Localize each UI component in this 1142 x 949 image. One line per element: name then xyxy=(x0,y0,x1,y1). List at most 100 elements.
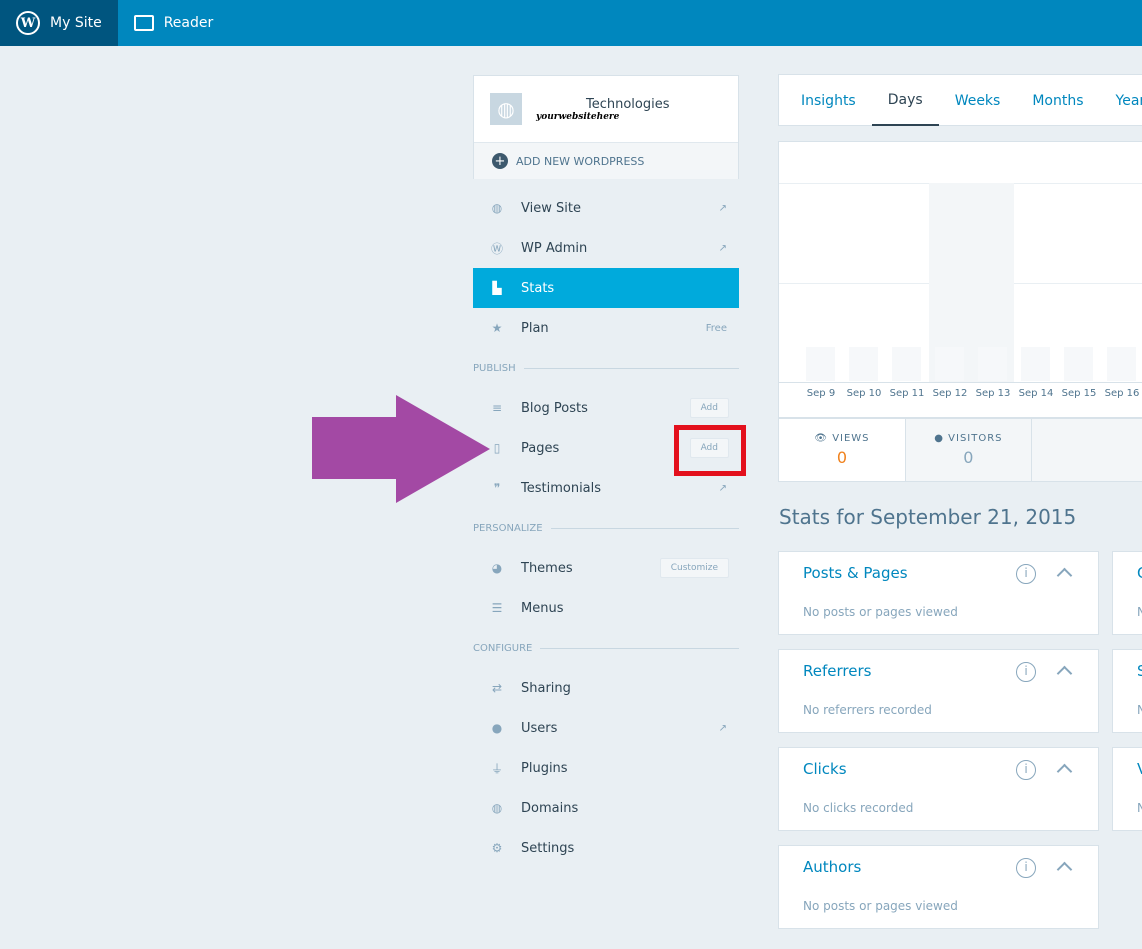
themes-icon: ◕ xyxy=(491,561,503,575)
sidebar-item-pages[interactable]: ▯ Pages Add xyxy=(473,428,739,468)
likes-tab[interactable] xyxy=(1030,419,1142,481)
add-page-button[interactable]: Add xyxy=(689,438,729,458)
module-title[interactable]: Clicks xyxy=(803,760,847,778)
module-title[interactable]: S xyxy=(1137,662,1142,680)
site-card: ◍ Technologies yourwebsitehere + ADD NEW … xyxy=(473,75,739,179)
sidebar-item-wp-admin[interactable]: Ⓦ WP Admin ↗ xyxy=(473,228,739,268)
section-personalize: PERSONALIZE xyxy=(473,508,739,548)
sidebar-item-settings[interactable]: ⚙ Settings xyxy=(473,828,739,868)
sidebar-item-domains[interactable]: ◍ Domains xyxy=(473,788,739,828)
tab-insights[interactable]: Insights xyxy=(801,92,856,109)
globe-icon: ◍ xyxy=(491,201,503,215)
add-new-wordpress-button[interactable]: + ADD NEW WORDPRESS xyxy=(474,142,738,179)
tab-weeks[interactable]: Weeks xyxy=(954,92,1001,109)
customize-button[interactable]: Customize xyxy=(659,558,729,578)
sidebar-item-plan[interactable]: ★ Plan Free xyxy=(473,308,739,348)
external-link-icon: ↗ xyxy=(718,242,727,254)
globe-icon: ◍ xyxy=(491,801,503,815)
plus-icon: + xyxy=(492,153,508,169)
info-icon[interactable]: i xyxy=(1016,564,1036,584)
module-title[interactable]: V xyxy=(1137,760,1142,778)
module-empty: No posts or pages viewed xyxy=(803,899,958,913)
stats-heading: Stats for September 21, 2015 xyxy=(779,505,1077,529)
x-tick-label: Sep 14 xyxy=(1018,388,1054,399)
module-authors: Authors i No posts or pages viewed xyxy=(778,845,1099,929)
label: WP Admin xyxy=(521,240,588,256)
module-title[interactable]: Authors xyxy=(803,858,862,876)
chart-bar[interactable] xyxy=(1021,347,1050,381)
label: Plan xyxy=(521,320,549,336)
current-site[interactable]: ◍ Technologies yourwebsitehere xyxy=(474,76,738,142)
x-axis xyxy=(779,382,1142,383)
gear-icon: ⚙ xyxy=(491,841,503,855)
my-site-label: My Site xyxy=(50,15,102,31)
label: Settings xyxy=(521,840,575,856)
sidebar-item-plugins[interactable]: ⏚ Plugins xyxy=(473,748,739,788)
site-name: Technologies xyxy=(586,96,670,112)
chevron-up-icon[interactable] xyxy=(1056,861,1073,878)
annotation-arrow xyxy=(312,395,490,503)
user-icon: ● xyxy=(934,433,944,444)
sidebar-item-sharing[interactable]: ⇄ Sharing xyxy=(473,668,739,708)
module-empty: N xyxy=(1137,703,1142,717)
wordpress-icon: Ⓦ xyxy=(490,241,503,256)
tab-years[interactable]: Years xyxy=(1115,92,1142,109)
reader-button[interactable]: Reader xyxy=(118,0,230,46)
module-empty: N xyxy=(1137,605,1142,619)
masterbar: W My Site Reader xyxy=(0,0,1142,46)
add-post-button[interactable]: Add xyxy=(689,398,729,418)
arrow-shape xyxy=(312,395,490,503)
chart-bar[interactable] xyxy=(1107,347,1136,381)
x-tick-label: Sep 11 xyxy=(889,388,925,399)
external-link-icon: ↗ xyxy=(718,202,727,214)
module-referrers: Referrers i No referrers recorded xyxy=(778,649,1099,733)
label: Blog Posts xyxy=(521,400,588,416)
chevron-up-icon[interactable] xyxy=(1056,665,1073,682)
label: Users xyxy=(521,720,558,736)
chart-bar[interactable] xyxy=(1064,347,1093,381)
info-icon[interactable]: i xyxy=(1016,760,1036,780)
period-tabs: Insights Days Weeks Months Years xyxy=(778,74,1142,126)
sidebar-item-stats[interactable]: ▙ Stats xyxy=(473,268,739,308)
annotation-highlight-box xyxy=(674,425,746,476)
chart-bar[interactable] xyxy=(978,347,1007,381)
chart-bar[interactable] xyxy=(935,347,964,381)
reader-icon xyxy=(133,15,154,31)
sidebar-item-menus[interactable]: ☰ Menus xyxy=(473,588,739,628)
page-icon: ▯ xyxy=(493,441,501,455)
views-value: 0 xyxy=(836,448,848,467)
sidebar-item-testimonials[interactable]: ❞ Testimonials ↗ xyxy=(473,468,739,508)
my-site-button[interactable]: W My Site xyxy=(0,0,118,46)
x-tick-label: Sep 12 xyxy=(932,388,968,399)
sidebar-item-themes[interactable]: ◕ Themes Customize xyxy=(473,548,739,588)
eye-icon: 👁 xyxy=(814,433,828,444)
module-title[interactable]: Posts & Pages xyxy=(803,564,908,582)
stats-icon: ▙ xyxy=(492,281,502,295)
info-icon[interactable]: i xyxy=(1016,662,1036,682)
chart-bar[interactable] xyxy=(806,347,835,381)
sidebar-item-view-site[interactable]: ◍ View Site ↗ xyxy=(473,188,739,228)
tab-days[interactable]: Days xyxy=(871,75,939,126)
chevron-up-icon[interactable] xyxy=(1056,763,1073,780)
plan-badge: Free xyxy=(705,322,727,334)
module-empty: No clicks recorded xyxy=(803,801,914,815)
sidebar-item-users[interactable]: ● Users ↗ xyxy=(473,708,739,748)
chart-bar[interactable] xyxy=(892,347,921,381)
label: Sharing xyxy=(521,680,571,696)
module-title[interactable]: C xyxy=(1137,564,1142,582)
section-configure: CONFIGURE xyxy=(473,628,739,668)
label: PUBLISH xyxy=(473,362,516,374)
visitors-tab[interactable]: ● VISITORS 0 xyxy=(904,419,1031,481)
x-tick-label: Sep 13 xyxy=(975,388,1011,399)
tab-months[interactable]: Months xyxy=(1032,92,1084,109)
chart-bar[interactable] xyxy=(849,347,878,381)
posts-icon: ≡ xyxy=(491,401,503,415)
label: PERSONALIZE xyxy=(473,522,543,534)
info-icon[interactable]: i xyxy=(1016,858,1036,878)
module-title[interactable]: Referrers xyxy=(803,662,872,680)
sidebar-item-blog-posts[interactable]: ≡ Blog Posts Add xyxy=(473,388,739,428)
label: View Site xyxy=(521,200,581,216)
x-tick-label: Sep 9 xyxy=(806,388,836,399)
chevron-up-icon[interactable] xyxy=(1056,567,1073,584)
views-tab[interactable]: 👁 VIEWS 0 xyxy=(779,419,905,481)
